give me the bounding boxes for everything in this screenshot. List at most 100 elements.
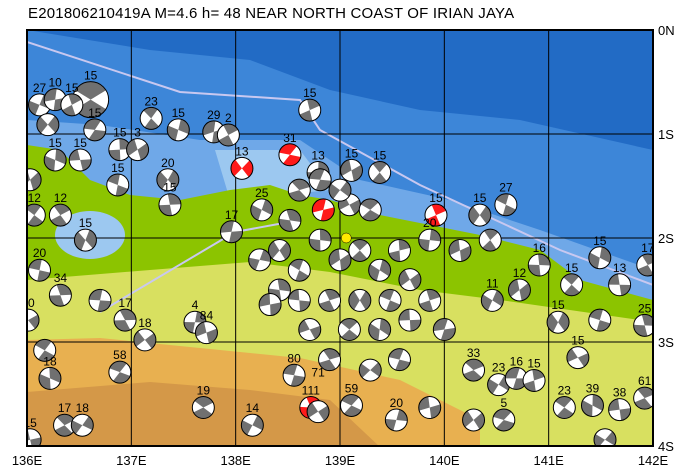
beachball-dilatation	[299, 187, 311, 199]
focal-mechanism	[337, 318, 361, 342]
beachball-outline	[348, 238, 372, 262]
focal-mechanism	[418, 288, 442, 312]
depth-label: 20	[390, 396, 404, 410]
beachball-outline	[418, 288, 442, 312]
beachball-outline	[158, 193, 182, 217]
focal-mechanism: 61	[633, 374, 653, 410]
focal-mechanism: 27	[494, 181, 518, 217]
beachball-dilatation	[428, 396, 441, 408]
depth-label: 15	[74, 136, 88, 150]
focal-mechanism	[462, 408, 486, 432]
depth-label: 20	[161, 156, 175, 170]
depth-label: 12	[28, 191, 42, 205]
beachball-dilatation	[183, 311, 198, 323]
depth-label: 33	[467, 346, 481, 360]
focal-mechanism: 17	[636, 241, 655, 277]
focal-mechanism	[308, 168, 332, 192]
beachball-dilatation	[81, 240, 93, 252]
beachball-outline	[608, 398, 632, 422]
beachball-outline	[194, 321, 218, 345]
lon-label: 136E	[12, 453, 43, 468]
beachball-outline	[73, 228, 97, 252]
beachball-outline	[43, 148, 67, 172]
depth-label: 17	[641, 241, 655, 255]
beachball-dilatation	[234, 168, 249, 180]
beachball-dilatation	[128, 149, 141, 161]
beachball-dilatation	[308, 411, 325, 423]
focal-mechanism	[308, 228, 332, 252]
beachball-outline	[398, 308, 422, 332]
beachball-outline	[287, 288, 311, 312]
beachball-outline	[126, 138, 150, 162]
beachball-dilatation	[492, 416, 504, 428]
beachball-dilatation	[228, 129, 240, 145]
beachball-outline	[339, 393, 363, 417]
beachball-outline	[527, 253, 551, 277]
beachball-dilatation	[329, 356, 341, 369]
beachball-outline	[60, 93, 84, 117]
beachball-outline	[230, 156, 254, 180]
beachball-dilatation	[309, 178, 321, 190]
focal-mechanism	[418, 396, 442, 420]
lon-label: 140E	[429, 453, 460, 468]
beachball-outline	[424, 203, 448, 227]
depth-label: 84	[200, 309, 214, 323]
beachball-dilatation	[33, 345, 45, 360]
focal-mechanism	[298, 318, 322, 342]
beachball-outline	[588, 246, 612, 270]
beachball-dilatation	[217, 125, 229, 141]
beachball-outline	[133, 328, 157, 352]
depth-label: 15	[429, 191, 443, 205]
beachball-outline	[48, 283, 72, 307]
depth-label: 19	[197, 384, 211, 398]
lat-label: 4S	[658, 439, 674, 454]
focal-mechanism: 34	[48, 271, 72, 307]
beachball-dilatation	[503, 412, 515, 424]
beachball-outline	[588, 308, 612, 332]
plate-boundary	[27, 41, 653, 286]
focal-mechanism: 15	[560, 261, 584, 297]
beachball-dilatation	[247, 425, 263, 437]
beachball-dilatation	[428, 240, 441, 252]
focal-mechanism: 15	[546, 298, 570, 334]
beachball-dilatation	[169, 204, 181, 216]
beachball-dilatation	[90, 90, 109, 110]
depth-label: 15	[88, 106, 102, 120]
beachball-outline	[348, 288, 372, 312]
beachball-dilatation	[220, 231, 232, 243]
beachball-dilatation	[388, 239, 400, 254]
focal-mechanism: 23	[552, 384, 576, 420]
beachball-dilatation	[354, 289, 366, 301]
focal-mechanism: 71	[306, 366, 330, 424]
beachball-outline	[432, 318, 456, 342]
beachball-outline	[328, 248, 352, 272]
beachball-dilatation	[294, 364, 306, 377]
beachball-dilatation	[348, 242, 360, 259]
focal-mechanism	[267, 238, 291, 262]
focal-mechanism	[368, 258, 392, 282]
beachball-outline	[328, 178, 352, 202]
beachball-dilatation	[192, 400, 204, 413]
focal-mechanism	[248, 248, 272, 272]
depth-label: 14	[246, 401, 260, 415]
beachball-outline	[68, 148, 92, 172]
beachball-dilatation	[27, 179, 34, 191]
beachball-dilatation	[479, 230, 491, 248]
beachball-dilatation	[89, 299, 101, 312]
beachball-dilatation	[27, 320, 35, 332]
beachball-dilatation	[505, 378, 517, 389]
focal-mechanism	[368, 318, 392, 342]
beachball-dilatation	[473, 366, 485, 378]
focal-mechanism	[278, 208, 302, 232]
beachball-outline	[83, 118, 107, 142]
beachball-outline	[358, 198, 382, 222]
lon-label: 142E	[638, 453, 669, 468]
beachball-dilatation	[160, 168, 174, 180]
focal-mechanism	[398, 268, 422, 292]
beachball-outline	[633, 313, 653, 337]
lat-label: 1S	[658, 127, 674, 142]
beachball-dilatation	[318, 350, 330, 363]
beachball-dilatation	[361, 359, 379, 371]
beachball-dilatation	[49, 206, 61, 221]
